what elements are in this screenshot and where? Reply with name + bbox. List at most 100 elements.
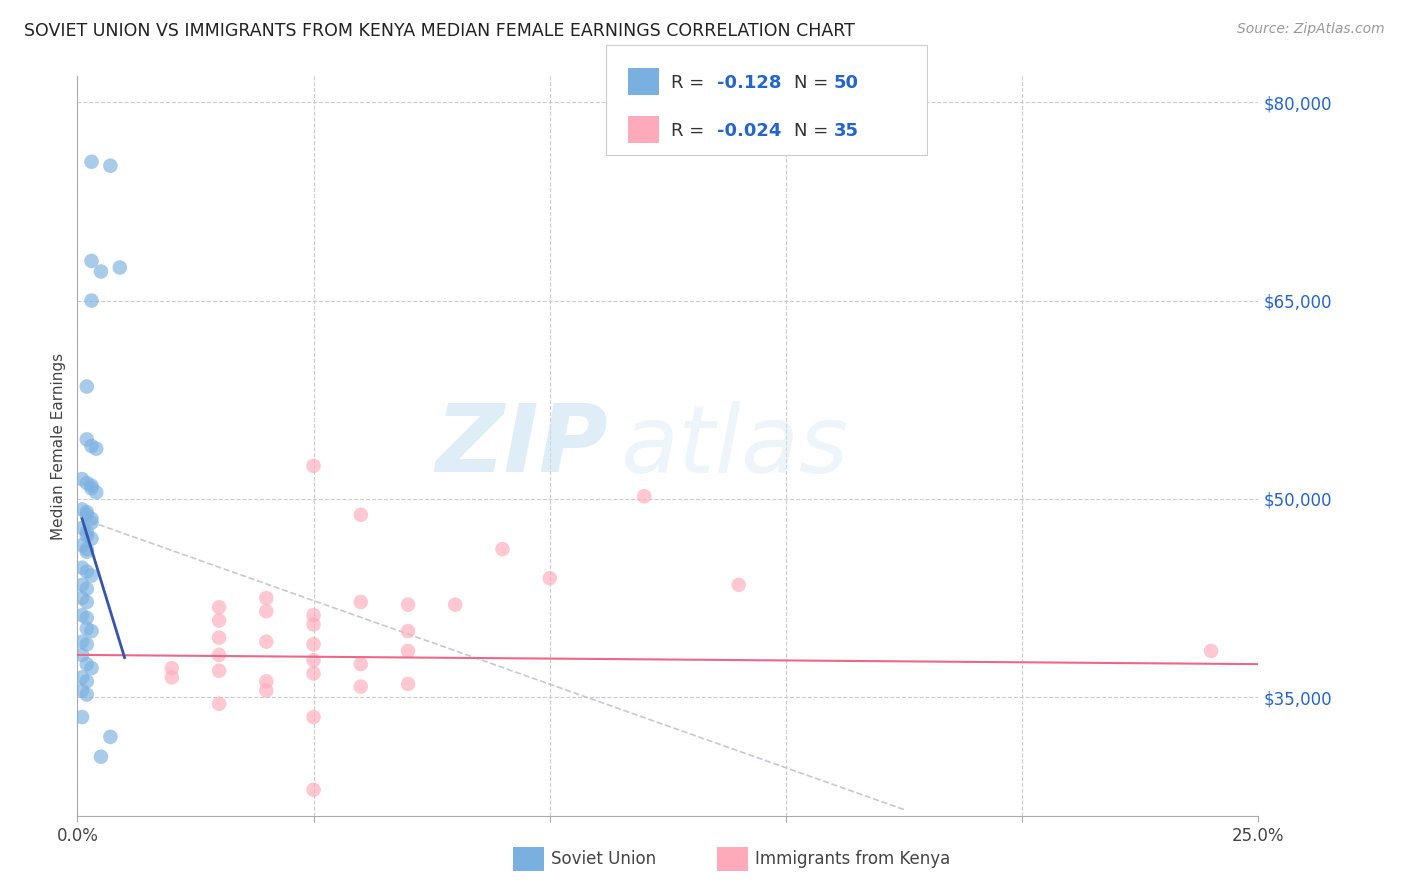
Point	[633, 489, 655, 503]
Point	[70, 670, 93, 684]
Point	[76, 637, 98, 651]
Point	[76, 657, 98, 672]
Point	[208, 664, 231, 678]
Point	[302, 653, 325, 667]
Point	[70, 578, 93, 592]
Point	[76, 476, 98, 491]
Point	[76, 674, 98, 689]
Point	[84, 442, 107, 456]
Text: -0.024: -0.024	[717, 122, 782, 140]
Point	[76, 622, 98, 636]
Point	[70, 521, 93, 535]
Point	[302, 666, 325, 681]
Point	[396, 624, 419, 639]
Point	[396, 598, 419, 612]
Point	[76, 595, 98, 609]
Point	[302, 782, 325, 797]
Point	[76, 508, 98, 522]
Point	[100, 730, 122, 744]
Text: 50: 50	[834, 74, 859, 92]
Text: Immigrants from Kenya: Immigrants from Kenya	[755, 850, 950, 868]
Point	[80, 293, 103, 308]
Point	[208, 631, 231, 645]
Point	[70, 634, 93, 648]
Point	[254, 674, 277, 689]
Point	[254, 634, 277, 648]
Point	[302, 637, 325, 651]
Point	[727, 578, 749, 592]
Point	[70, 683, 93, 698]
Point	[76, 433, 98, 447]
Point	[70, 608, 93, 623]
Point	[70, 538, 93, 552]
Text: Source: ZipAtlas.com: Source: ZipAtlas.com	[1237, 22, 1385, 37]
Point	[76, 505, 98, 519]
Point	[538, 571, 561, 585]
Point	[491, 542, 513, 557]
Point	[1199, 644, 1222, 658]
Point	[80, 516, 103, 530]
Point	[90, 264, 112, 278]
Point	[396, 644, 419, 658]
Point	[76, 611, 98, 625]
Point	[396, 677, 419, 691]
Text: ZIP: ZIP	[436, 400, 609, 492]
Point	[444, 598, 467, 612]
Point	[80, 439, 103, 453]
Text: N =: N =	[794, 74, 834, 92]
Point	[208, 648, 231, 662]
Point	[160, 670, 183, 684]
Point	[80, 661, 103, 675]
Point	[80, 478, 103, 492]
Point	[70, 560, 93, 574]
Text: R =: R =	[671, 74, 716, 92]
Point	[84, 485, 107, 500]
Point	[302, 617, 325, 632]
Point	[80, 481, 103, 495]
Point	[80, 532, 103, 546]
Point	[80, 624, 103, 639]
Point	[350, 657, 373, 672]
Point	[76, 542, 98, 557]
Point	[100, 159, 122, 173]
Point	[254, 591, 277, 605]
Point	[70, 502, 93, 516]
Point	[80, 568, 103, 582]
Point	[90, 749, 112, 764]
Point	[76, 565, 98, 579]
Point	[70, 591, 93, 605]
Point	[80, 154, 103, 169]
Point	[208, 614, 231, 628]
Point	[76, 529, 98, 543]
Point	[76, 688, 98, 702]
Text: SOVIET UNION VS IMMIGRANTS FROM KENYA MEDIAN FEMALE EARNINGS CORRELATION CHART: SOVIET UNION VS IMMIGRANTS FROM KENYA ME…	[24, 22, 855, 40]
Point	[254, 683, 277, 698]
Point	[302, 710, 325, 724]
Text: -0.128: -0.128	[717, 74, 782, 92]
Point	[254, 604, 277, 618]
Point	[76, 379, 98, 393]
Point	[80, 253, 103, 268]
Point	[76, 582, 98, 596]
Point	[350, 680, 373, 694]
Point	[302, 608, 325, 623]
Y-axis label: Median Female Earnings: Median Female Earnings	[51, 352, 66, 540]
Point	[70, 710, 93, 724]
Point	[76, 524, 98, 539]
Point	[302, 458, 325, 473]
Text: Soviet Union: Soviet Union	[551, 850, 657, 868]
Point	[350, 595, 373, 609]
Point	[160, 661, 183, 675]
Point	[70, 648, 93, 662]
Point	[108, 260, 131, 275]
Point	[350, 508, 373, 522]
Text: N =: N =	[794, 122, 834, 140]
Text: R =: R =	[671, 122, 716, 140]
Point	[80, 512, 103, 526]
Point	[70, 472, 93, 486]
Point	[76, 545, 98, 559]
Point	[208, 600, 231, 615]
Text: 35: 35	[834, 122, 859, 140]
Point	[208, 697, 231, 711]
Text: atlas: atlas	[620, 401, 849, 491]
